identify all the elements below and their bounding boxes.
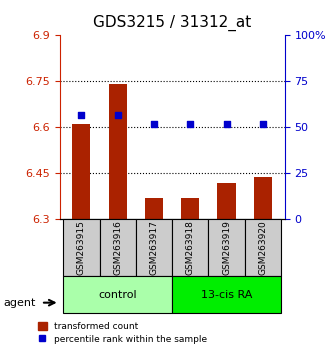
Text: GSM263920: GSM263920 [259,221,267,275]
Bar [72,124,90,219]
Bar [145,198,163,219]
Text: control: control [98,290,137,300]
Legend: transformed count, percentile rank within the sample: transformed count, percentile rank withi… [38,322,207,344]
Bar [181,198,199,219]
FancyBboxPatch shape [63,276,172,313]
FancyBboxPatch shape [245,219,281,276]
Title: GDS3215 / 31312_at: GDS3215 / 31312_at [93,15,251,31]
Bar [217,183,236,219]
Point [224,121,229,127]
FancyBboxPatch shape [100,219,136,276]
FancyBboxPatch shape [172,276,281,313]
Text: GSM263915: GSM263915 [77,220,86,275]
Text: GSM263916: GSM263916 [113,220,122,275]
FancyBboxPatch shape [63,219,100,276]
Point [115,112,120,118]
Point [260,121,265,127]
Point [188,121,193,127]
Point [151,121,157,127]
FancyBboxPatch shape [136,219,172,276]
Text: GSM263919: GSM263919 [222,220,231,275]
Text: GSM263918: GSM263918 [186,220,195,275]
Bar [109,84,127,219]
Text: 13-cis RA: 13-cis RA [201,290,252,300]
Text: GSM263917: GSM263917 [150,220,159,275]
Text: agent: agent [3,298,36,308]
FancyBboxPatch shape [209,219,245,276]
Bar [254,177,272,219]
Point [79,112,84,118]
FancyBboxPatch shape [172,219,209,276]
